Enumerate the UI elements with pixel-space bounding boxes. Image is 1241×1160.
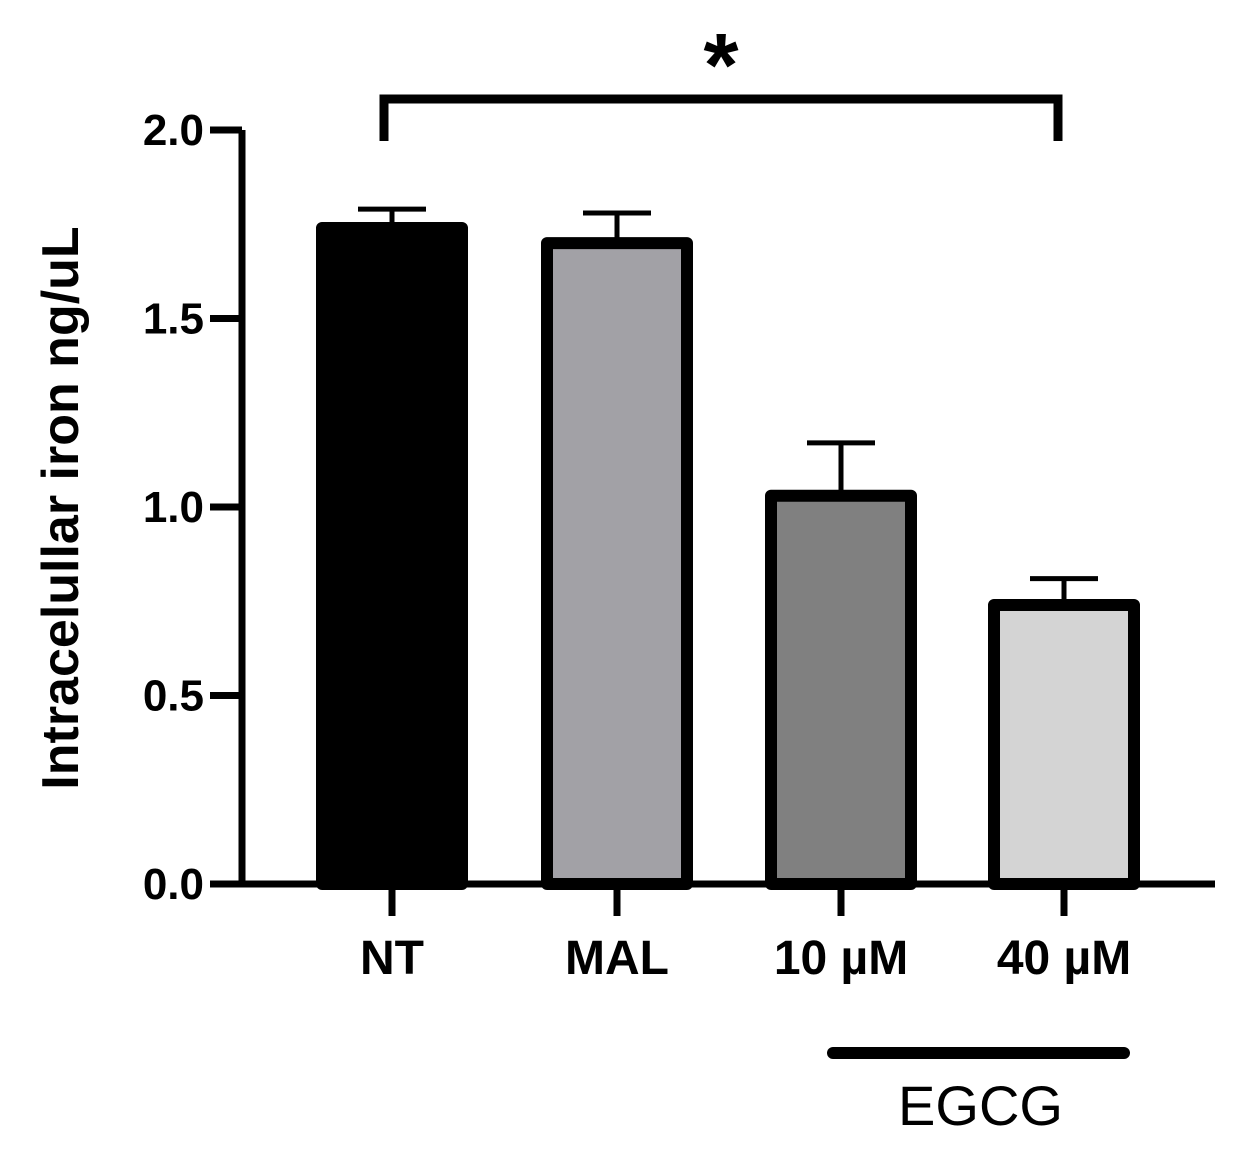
bar (316, 222, 468, 890)
x-tick-label: 10 µM (774, 932, 908, 985)
y-tick-label: 2.0 (143, 106, 204, 155)
x-tick-label: NT (360, 932, 424, 985)
significance-bracket (379, 94, 1063, 141)
y-tick-label: 0.5 (143, 672, 204, 721)
significance-annotation: * (379, 16, 1063, 141)
group-label: EGCG (898, 1074, 1063, 1137)
x-tick-label: MAL (565, 932, 669, 985)
y-tick-label: 1.0 (143, 483, 204, 532)
bars (316, 206, 1140, 891)
y-tick-label: 1.5 (143, 295, 204, 344)
x-tick-label: 40 µM (997, 932, 1131, 985)
egcg-group-annotation: EGCG (827, 1047, 1130, 1137)
y-ticks: 0.0 0.5 1.0 1.5 2.0 (143, 106, 242, 909)
significance-star: * (703, 16, 738, 116)
x-ticks: NT MAL 10 µM 40 µM (360, 884, 1131, 985)
bar (988, 599, 1140, 891)
y-axis-title: Intracelullar iron ng/uL (32, 226, 90, 789)
y-tick-label: 0.0 (143, 860, 204, 909)
bar (765, 489, 917, 890)
bar (541, 237, 693, 891)
